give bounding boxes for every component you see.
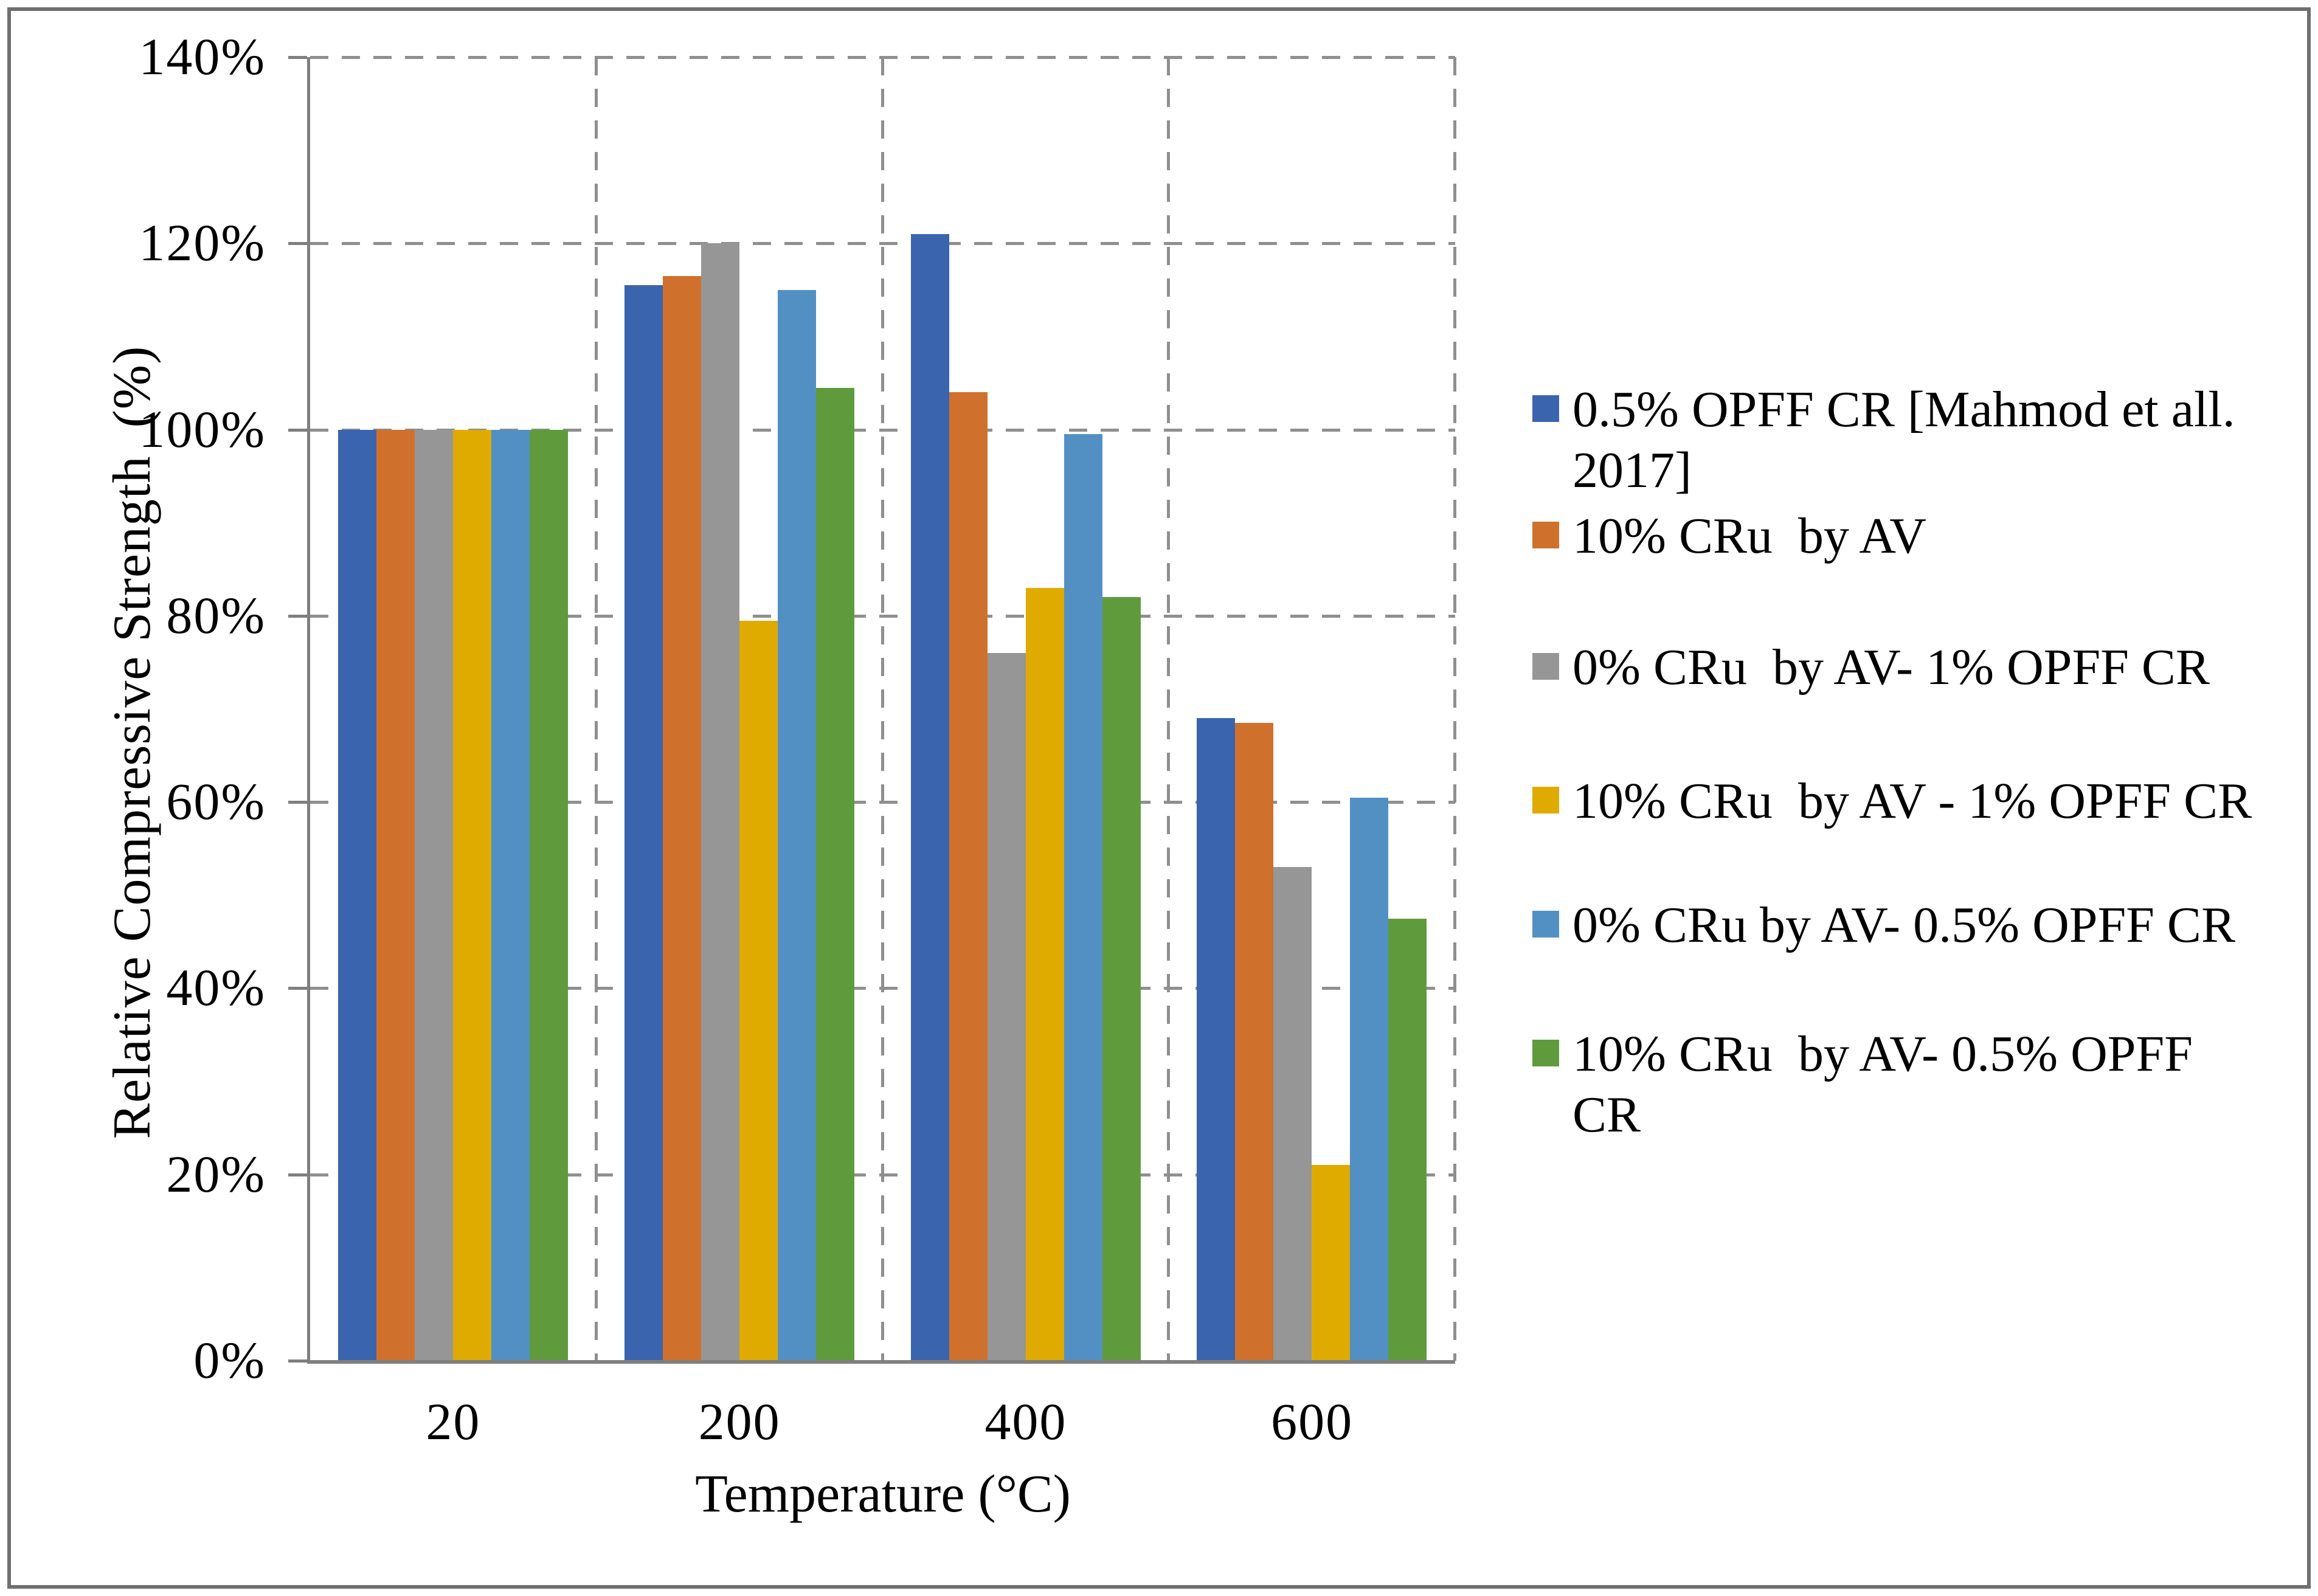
legend-marker-icon: [1532, 653, 1559, 680]
legend-item-4: 10% CRu by AV - 1% OPFF CR: [1532, 771, 2278, 832]
bar-20C-series3: [415, 429, 453, 1361]
bar-400C-series5: [1064, 434, 1102, 1361]
bar-200C-series6: [815, 387, 854, 1361]
legend-marker-icon: [1532, 911, 1559, 938]
x-tick-label-20: 20: [426, 1392, 481, 1451]
legend-label: 0% CRu by AV- 0.5% OPFF CR: [1572, 897, 2235, 953]
legend-label: 0.5% OPFF CR [Mahmod et all. 2017]: [1572, 381, 2235, 499]
y-tick-label-140%: 140%: [139, 27, 266, 86]
legend-item-2: 10% CRu by AV: [1532, 506, 2278, 567]
bar-600C-series5: [1350, 797, 1389, 1361]
x-tick-label-200: 200: [698, 1392, 781, 1451]
bar-400C-series3: [987, 653, 1026, 1361]
legend-marker-icon: [1532, 395, 1559, 422]
legend-item-6: 10% CRu by AV- 0.5% OPFF CR: [1532, 1024, 2278, 1145]
gridline-v-3: [1167, 57, 1171, 1361]
y-tick-mark-60%: [288, 801, 307, 804]
x-axis-title: Temperature (°C): [695, 1465, 1071, 1524]
legend-item-5: 0% CRu by AV- 0.5% OPFF CR: [1532, 895, 2278, 956]
bar-400C-series1: [910, 233, 949, 1361]
bar-20C-series6: [530, 429, 568, 1361]
x-tick-label-400: 400: [984, 1392, 1067, 1451]
bar-20C-series2: [376, 429, 415, 1361]
bar-200C-series3: [701, 243, 739, 1361]
bar-20C-series1: [338, 429, 376, 1361]
y-tick-mark-0%: [288, 1359, 307, 1363]
x-axis-line: [307, 1360, 1455, 1364]
y-tick-mark-80%: [288, 614, 307, 618]
bar-200C-series4: [739, 620, 778, 1361]
legend-label: 10% CRu by AV- 0.5% OPFF CR: [1572, 1026, 2193, 1143]
x-tick-label-600: 600: [1271, 1392, 1354, 1451]
legend-marker-icon: [1532, 522, 1559, 548]
y-tick-label-100%: 100%: [139, 399, 266, 458]
bar-200C-series1: [624, 285, 663, 1361]
bar-600C-series3: [1273, 867, 1312, 1361]
y-tick-mark-100%: [288, 428, 307, 432]
legend-marker-icon: [1532, 787, 1559, 814]
y-tick-label-120%: 120%: [139, 213, 266, 272]
y-tick-mark-20%: [288, 1173, 307, 1176]
bar-600C-series6: [1388, 918, 1427, 1361]
y-tick-label-40%: 40%: [166, 958, 266, 1017]
bar-600C-series4: [1312, 1165, 1351, 1361]
gridline-v-2: [880, 57, 884, 1361]
bar-400C-series6: [1102, 597, 1141, 1361]
bar-600C-series2: [1235, 722, 1274, 1361]
bar-200C-series5: [777, 289, 816, 1361]
y-tick-label-80%: 80%: [166, 586, 266, 644]
bar-600C-series1: [1197, 718, 1236, 1361]
legend-marker-icon: [1532, 1040, 1559, 1066]
bar-20C-series5: [491, 429, 530, 1361]
bar-200C-series2: [662, 275, 701, 1361]
bar-400C-series4: [1025, 587, 1064, 1361]
legend-label: 0% CRu by AV- 1% OPFF CR: [1572, 639, 2210, 696]
gridline-v-4: [1453, 57, 1456, 1361]
y-axis-line: [307, 57, 310, 1361]
y-tick-mark-120%: [288, 242, 307, 246]
legend-label: 10% CRu by AV - 1% OPFF CR: [1572, 773, 2252, 829]
y-tick-label-20%: 20%: [166, 1144, 266, 1203]
y-tick-mark-140%: [288, 56, 307, 59]
y-tick-mark-40%: [288, 987, 307, 990]
y-tick-label-0%: 0%: [193, 1331, 266, 1389]
plot-area: [288, 56, 1456, 1364]
legend-label: 10% CRu by AV: [1572, 508, 1926, 564]
legend-item-1: 0.5% OPFF CR [Mahmod et all. 2017]: [1532, 379, 2278, 501]
bar-20C-series4: [453, 429, 491, 1361]
gridline-v-1: [594, 57, 598, 1361]
bar-400C-series2: [949, 392, 988, 1361]
y-tick-label-60%: 60%: [166, 772, 266, 831]
legend-item-3: 0% CRu by AV- 1% OPFF CR: [1532, 637, 2278, 698]
